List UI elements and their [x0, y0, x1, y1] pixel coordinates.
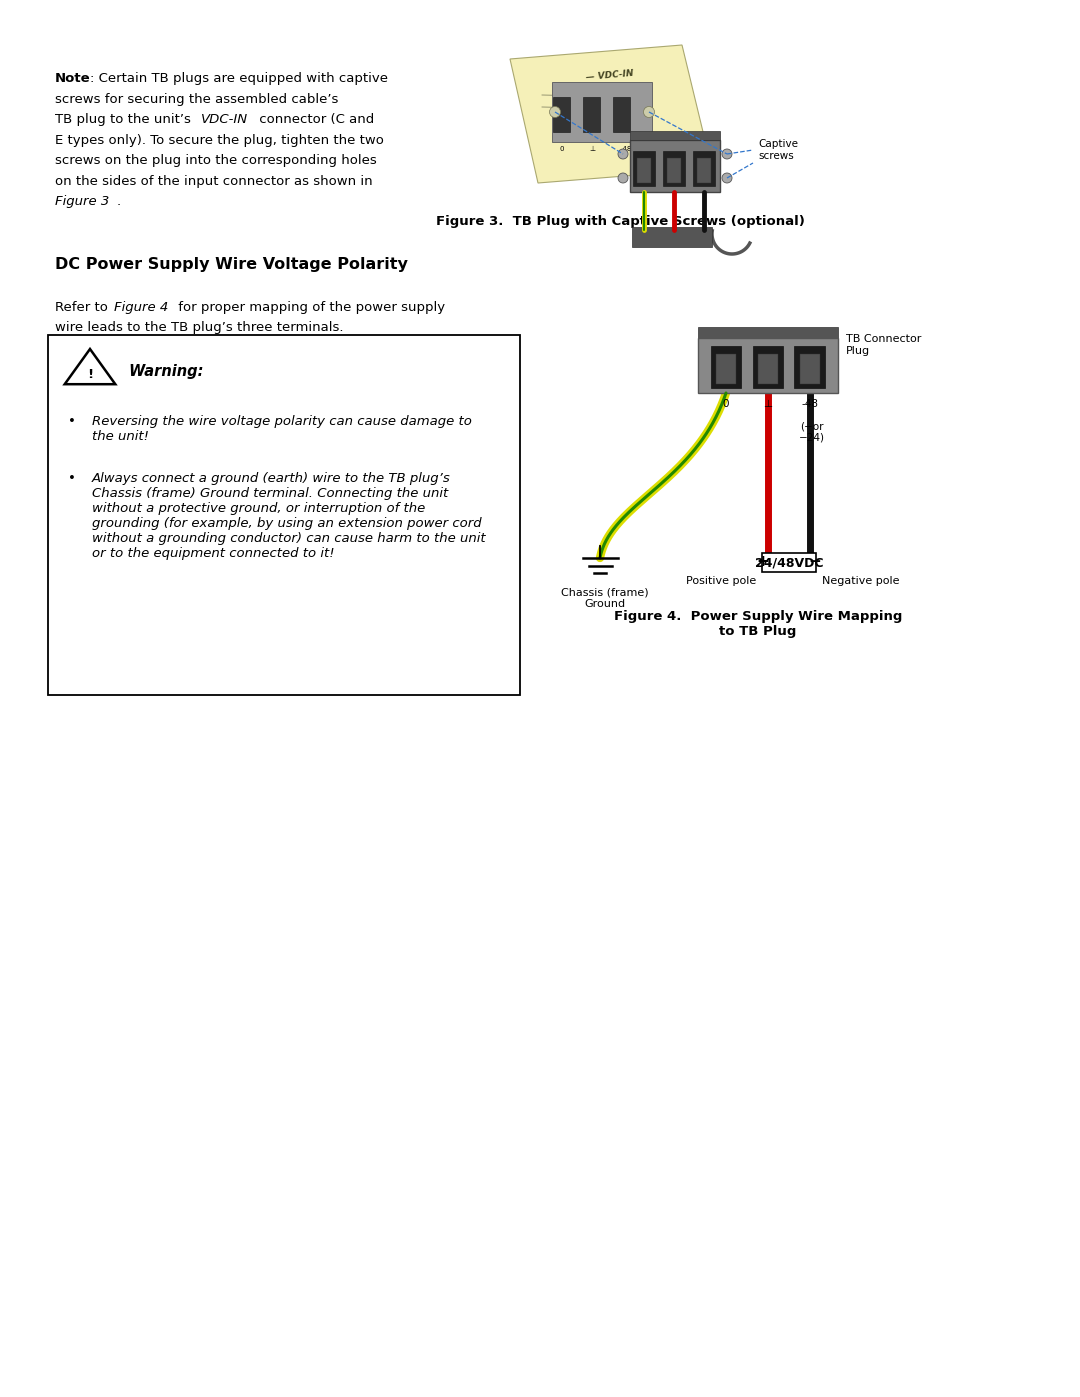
Text: 24/48VDC: 24/48VDC — [755, 556, 823, 569]
FancyBboxPatch shape — [698, 327, 838, 338]
FancyBboxPatch shape — [716, 353, 735, 384]
Text: DC Power Supply Wire Voltage Polarity: DC Power Supply Wire Voltage Polarity — [55, 257, 408, 272]
Text: Refer to: Refer to — [55, 300, 112, 314]
FancyBboxPatch shape — [613, 96, 630, 131]
Text: -48: -48 — [801, 400, 819, 409]
Text: 0: 0 — [723, 400, 729, 409]
Text: screws for securing the assembled cable’s: screws for securing the assembled cable’… — [55, 92, 338, 106]
Text: (−or
−24): (−or −24) — [799, 420, 825, 443]
FancyBboxPatch shape — [630, 140, 720, 191]
Text: Figure 3: Figure 3 — [55, 196, 109, 208]
Text: : Certain TB plugs are equipped with captive: : Certain TB plugs are equipped with cap… — [90, 73, 388, 85]
Text: −: − — [809, 555, 822, 569]
Circle shape — [550, 106, 561, 117]
Text: Note: Note — [55, 73, 91, 85]
Text: 0: 0 — [559, 147, 564, 152]
Text: TB Connector
Plug: TB Connector Plug — [846, 334, 921, 356]
Text: •: • — [68, 472, 76, 485]
Circle shape — [618, 173, 627, 183]
Text: Figure 4.  Power Supply Wire Mapping
to TB Plug: Figure 4. Power Supply Wire Mapping to T… — [613, 610, 902, 638]
FancyBboxPatch shape — [637, 158, 651, 183]
FancyBboxPatch shape — [800, 353, 820, 384]
Text: -48: -48 — [620, 147, 632, 152]
Text: screws on the plug into the corresponding holes: screws on the plug into the correspondin… — [55, 154, 377, 168]
FancyBboxPatch shape — [48, 335, 519, 694]
Text: wire leads to the TB plug’s three terminals.: wire leads to the TB plug’s three termin… — [55, 321, 343, 334]
Text: Negative pole: Negative pole — [822, 576, 900, 585]
FancyBboxPatch shape — [583, 96, 600, 131]
Text: connector (C and: connector (C and — [255, 113, 375, 126]
Text: Always connect a ground (earth) wire to the TB plug’s
Chassis (frame) Ground ter: Always connect a ground (earth) wire to … — [92, 472, 486, 560]
Text: Figure 3.  TB Plug with Captive Screws (optional): Figure 3. TB Plug with Captive Screws (o… — [435, 215, 805, 228]
FancyBboxPatch shape — [697, 158, 711, 183]
FancyBboxPatch shape — [795, 346, 825, 388]
Text: Chassis (frame)
Ground: Chassis (frame) Ground — [562, 587, 649, 609]
Circle shape — [723, 173, 732, 183]
Polygon shape — [510, 45, 712, 183]
Text: .: . — [117, 196, 121, 208]
FancyBboxPatch shape — [693, 151, 715, 186]
Text: for proper mapping of the power supply: for proper mapping of the power supply — [174, 300, 445, 314]
Text: !: ! — [86, 367, 93, 380]
FancyBboxPatch shape — [758, 353, 778, 384]
Circle shape — [723, 149, 732, 159]
Text: on the sides of the input connector as shown in: on the sides of the input connector as s… — [55, 175, 373, 187]
FancyBboxPatch shape — [667, 158, 681, 183]
Text: Warning:: Warning: — [124, 363, 203, 379]
FancyBboxPatch shape — [552, 82, 652, 142]
Text: Figure 4: Figure 4 — [113, 300, 168, 314]
FancyBboxPatch shape — [633, 151, 654, 186]
Text: VDC-IN: VDC-IN — [201, 113, 247, 126]
Text: E types only). To secure the plug, tighten the two: E types only). To secure the plug, tight… — [55, 134, 383, 147]
Circle shape — [618, 149, 627, 159]
FancyBboxPatch shape — [663, 151, 685, 186]
FancyBboxPatch shape — [762, 553, 816, 571]
Text: ⊥: ⊥ — [764, 400, 772, 409]
Polygon shape — [65, 349, 116, 384]
Circle shape — [644, 106, 654, 117]
Text: Captive
screws: Captive screws — [758, 140, 798, 161]
Text: •: • — [68, 415, 76, 427]
Text: ⊥: ⊥ — [589, 147, 595, 152]
FancyBboxPatch shape — [632, 226, 712, 247]
FancyBboxPatch shape — [711, 346, 742, 388]
Text: — VDC-IN: — VDC-IN — [585, 68, 634, 81]
Text: +: + — [757, 555, 769, 569]
FancyBboxPatch shape — [553, 96, 570, 131]
Text: Reversing the wire voltage polarity can cause damage to
the unit!: Reversing the wire voltage polarity can … — [92, 415, 472, 443]
FancyBboxPatch shape — [630, 131, 720, 140]
Text: Positive pole: Positive pole — [686, 576, 756, 585]
FancyBboxPatch shape — [698, 338, 838, 393]
FancyBboxPatch shape — [753, 346, 783, 388]
Text: TB plug to the unit’s: TB plug to the unit’s — [55, 113, 195, 126]
